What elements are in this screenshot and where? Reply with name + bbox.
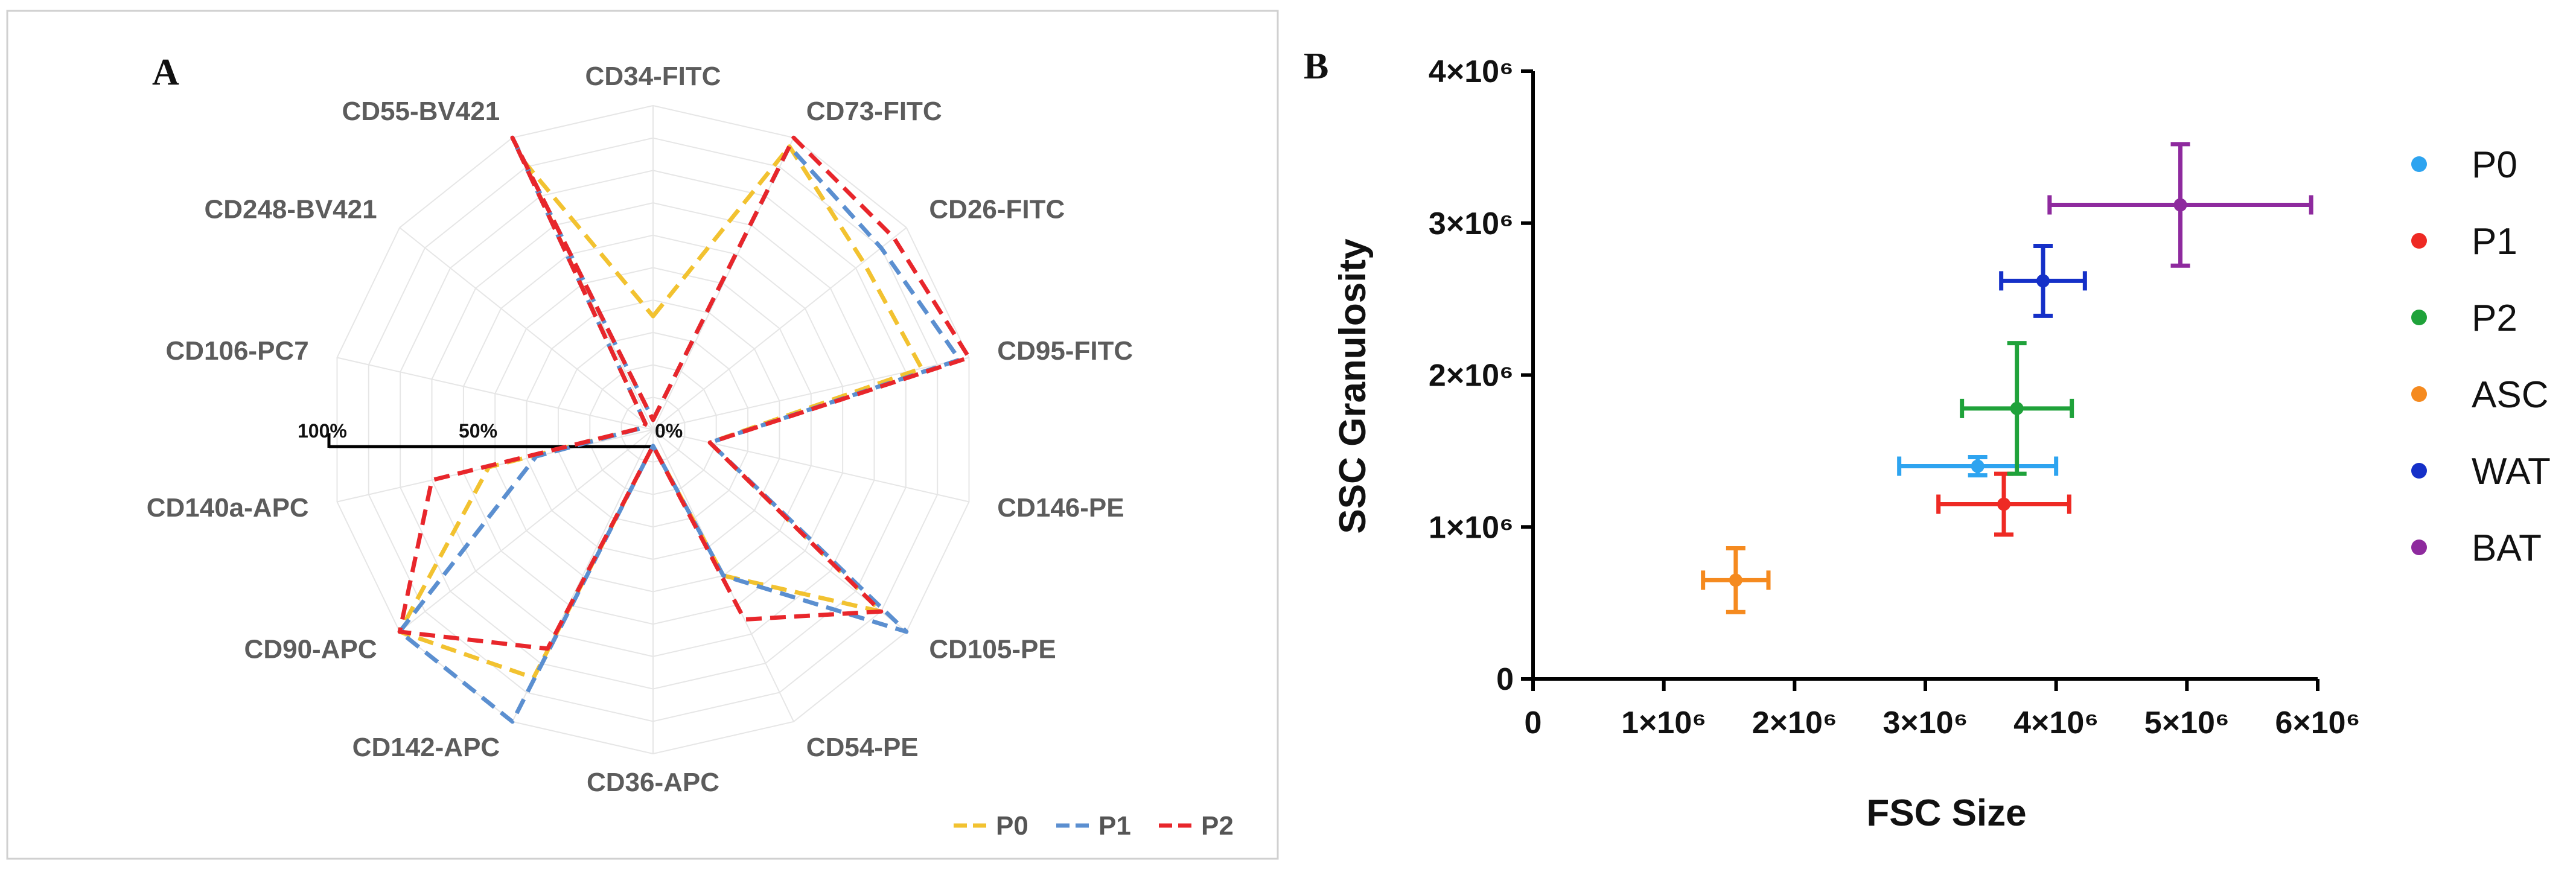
scatter-legend-marker-p1 bbox=[2411, 233, 2427, 249]
y-axis-title: SSC Granulosity bbox=[1332, 238, 1374, 534]
scatter-marker bbox=[1729, 573, 1742, 587]
y-tick-label: 2×10⁶ bbox=[1429, 358, 1514, 393]
radar-scale-bar: 100% 50% 0% bbox=[298, 420, 683, 448]
radar-axis-label-cd140a-apc: CD140a-APC bbox=[147, 493, 309, 523]
y-tick-label: 0 bbox=[1496, 662, 1514, 697]
scatter-marker bbox=[2010, 401, 2024, 415]
scatter-point-wat bbox=[1999, 244, 2087, 318]
x-tick-label: 2×10⁶ bbox=[1752, 705, 1837, 740]
radar-series-p1 bbox=[397, 135, 962, 724]
radar-axis-label-cd26-fitc: CD26-FITC bbox=[929, 194, 1065, 224]
scatter-legend-label-p2: P2 bbox=[2472, 298, 2517, 339]
scatter-legend-label-bat: BAT bbox=[2472, 527, 2542, 569]
scatter-legend-marker-p0 bbox=[2411, 156, 2427, 172]
scatter-point-p1 bbox=[1936, 471, 2071, 537]
radar-axis-labels: CD34-FITC CD73-FITC CD26-FITC CD95-FITC CD14… bbox=[147, 62, 1133, 797]
radar-axis-label-cd54-pe: CD54-PE bbox=[806, 733, 919, 762]
radar-axis-label-cd106-pc7: CD106-PC7 bbox=[165, 336, 308, 366]
scatter-point-p0 bbox=[1897, 454, 2059, 478]
scatter-point-asc bbox=[1701, 546, 1771, 614]
scatter-legend-label-asc: ASC bbox=[2472, 374, 2548, 416]
scatter-legend-label-wat: WAT bbox=[2472, 451, 2551, 492]
y-tick-label: 3×10⁶ bbox=[1429, 206, 1514, 241]
scatter-point-p2 bbox=[1960, 341, 2074, 476]
radar-legend-label-p0: P0 bbox=[996, 811, 1028, 841]
scatter-legend: P0 P1 P2 ASC WAT BAT bbox=[2411, 144, 2551, 569]
radar-spoke bbox=[399, 227, 654, 430]
radar-series-p2 bbox=[397, 135, 971, 651]
radar-grid bbox=[336, 104, 970, 755]
x-tick-label: 6×10⁶ bbox=[2275, 705, 2360, 740]
x-tick-label: 0 bbox=[1525, 705, 1542, 740]
radar-axis-label-cd142-apc: CD142-APC bbox=[352, 733, 500, 762]
scale-label-50: 50% bbox=[459, 420, 497, 442]
panel-a-frame bbox=[6, 10, 1279, 860]
radar-legend: P0 P1 P2 bbox=[954, 811, 1234, 841]
radar-spoke bbox=[652, 429, 907, 632]
radar-spoke bbox=[652, 227, 907, 430]
x-tick-label: 1×10⁶ bbox=[1621, 705, 1706, 740]
radar-axis-label-cd73-fitc: CD73-FITC bbox=[806, 97, 942, 126]
scatter-marker bbox=[2036, 274, 2050, 288]
scatter-legend-marker-p2 bbox=[2411, 310, 2427, 325]
x-tick-label: 5×10⁶ bbox=[2144, 705, 2230, 740]
radar-axis-label-cd90-apc: CD90-APC bbox=[244, 635, 377, 664]
radar-spoke bbox=[652, 429, 969, 503]
scatter-marker bbox=[1971, 459, 1985, 473]
scatter-points bbox=[1701, 142, 2313, 614]
y-tick-label: 1×10⁶ bbox=[1429, 510, 1514, 545]
radar-axis-label-cd146-pe: CD146-PE bbox=[997, 493, 1124, 523]
scatter-legend-marker-wat bbox=[2411, 463, 2427, 479]
radar-series-group bbox=[397, 135, 971, 724]
panel-a-letter: A bbox=[152, 52, 179, 93]
radar-series-p0 bbox=[397, 144, 924, 680]
scatter-point-bat bbox=[2047, 142, 2313, 268]
radar-spoke bbox=[399, 429, 654, 632]
x-tick-label: 4×10⁶ bbox=[2013, 705, 2099, 740]
panel-b-letter: B bbox=[1304, 46, 1328, 87]
scatter-legend-marker-bat bbox=[2411, 540, 2427, 555]
scale-label-100: 100% bbox=[298, 420, 347, 442]
radar-axis-label-cd95-fitc: CD95-FITC bbox=[997, 336, 1133, 366]
radar-axis-label-cd36-apc: CD36-APC bbox=[587, 768, 719, 797]
scatter-marker bbox=[1997, 497, 2010, 511]
radar-spoke bbox=[337, 357, 654, 430]
scatter-legend-label-p0: P0 bbox=[2472, 144, 2517, 186]
x-tick-label: 3×10⁶ bbox=[1883, 705, 1968, 740]
radar-legend-label-p2: P2 bbox=[1201, 811, 1234, 841]
scatter-legend-marker-asc bbox=[2411, 386, 2427, 402]
x-axis-title: FSC Size bbox=[1866, 792, 2026, 834]
radar-axis-label-cd105-pe: CD105-PE bbox=[929, 635, 1056, 664]
y-tick-label: 4×10⁶ bbox=[1429, 54, 1514, 89]
scatter-legend-label-p1: P1 bbox=[2472, 221, 2517, 263]
radar-axis-label-cd248-bv421: CD248-BV421 bbox=[204, 194, 377, 224]
scatter-axes: 0 1×10⁶ 2×10⁶ 3×10⁶ 4×10⁶ 5×10⁶ 6×10⁶ 0 1×10⁶ 2×1… bbox=[1429, 54, 2361, 740]
radar-axis-label-cd55-bv421: CD55-BV421 bbox=[342, 97, 500, 126]
scale-label-0: 0% bbox=[655, 420, 683, 442]
radar-spoke bbox=[652, 357, 969, 430]
radar-axis-label-cd34-fitc: CD34-FITC bbox=[585, 62, 721, 91]
scatter-marker bbox=[2173, 198, 2187, 212]
radar-legend-label-p1: P1 bbox=[1098, 811, 1131, 841]
